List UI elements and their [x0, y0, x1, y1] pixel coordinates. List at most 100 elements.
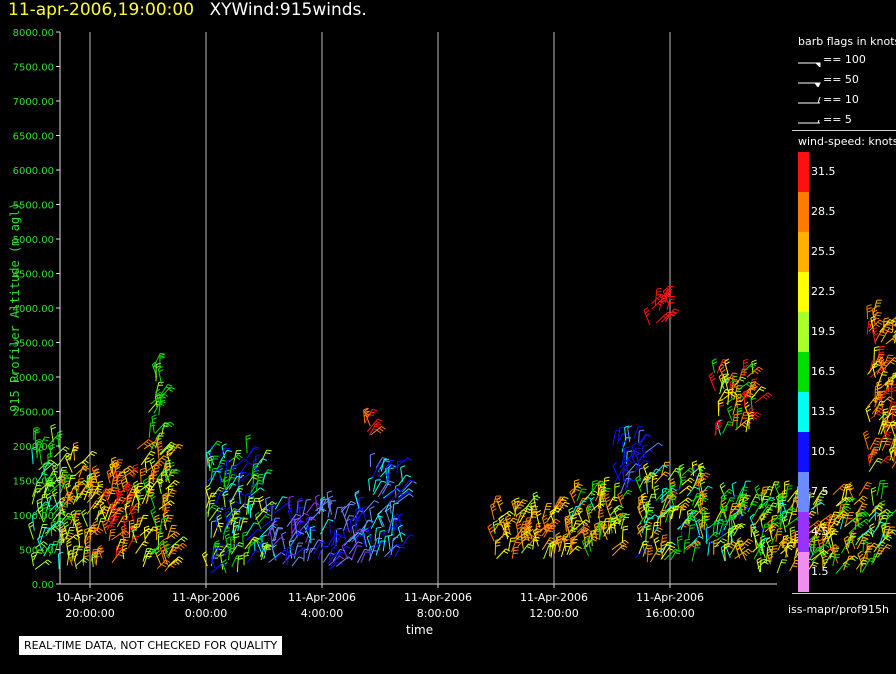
barb-shaft	[643, 310, 651, 326]
barb-flag	[159, 542, 165, 546]
barb-flag	[398, 513, 404, 517]
barb-flag	[162, 492, 168, 496]
barb-flag	[291, 518, 297, 521]
barb-flag	[661, 298, 667, 303]
wind-barb	[645, 500, 651, 518]
barb-flag	[654, 487, 660, 491]
wind-barb	[736, 407, 743, 425]
wind-barb	[66, 550, 75, 566]
barb-flag	[151, 510, 157, 515]
barb-flag	[618, 494, 624, 499]
barb-flag	[871, 544, 877, 549]
barb-flag	[599, 495, 605, 497]
barb-flag	[766, 511, 772, 514]
wind-barb	[637, 433, 651, 446]
barb-flag	[66, 541, 72, 545]
barb-flag	[81, 481, 87, 486]
barb-flag	[106, 488, 112, 491]
barb-flag	[722, 507, 728, 512]
barb-flag	[587, 511, 593, 515]
barb-flag	[712, 533, 718, 538]
barb-flag	[112, 482, 118, 485]
barb-flag	[865, 532, 871, 537]
barb-flag	[33, 426, 39, 430]
barb-flag	[822, 558, 828, 562]
barb-flag	[600, 520, 605, 525]
barb-flag	[153, 548, 159, 551]
barb-shaft	[508, 538, 512, 550]
wind-barb	[306, 538, 315, 554]
wind-barb	[397, 513, 404, 533]
wind-barb	[637, 503, 645, 520]
wind-barb	[281, 531, 287, 550]
wind-barb	[303, 548, 310, 562]
barb-flag	[525, 510, 531, 514]
barb-shaft	[155, 396, 158, 408]
barb-flag	[575, 506, 581, 508]
barb-flag	[122, 547, 128, 551]
barb-flag	[689, 467, 695, 472]
barb-shaft	[344, 504, 350, 517]
wind-barb	[252, 458, 259, 474]
barb-flag	[627, 450, 633, 453]
barb-shaft	[102, 522, 107, 535]
barb-flag	[745, 550, 750, 555]
barb-flag	[225, 447, 231, 450]
barb-flag	[754, 414, 760, 418]
wind-barb	[494, 538, 501, 556]
wind-barb	[161, 421, 175, 430]
barb-shaft	[384, 545, 397, 558]
barb-shaft	[265, 498, 268, 512]
barb-flag	[699, 524, 705, 529]
barb-flag	[119, 533, 125, 538]
barb-flag	[349, 503, 355, 506]
barb-flag	[173, 546, 179, 549]
barb-shaft	[352, 510, 360, 522]
barb-flag	[744, 395, 750, 399]
barb-shaft	[284, 547, 289, 564]
wind-barb	[247, 496, 255, 515]
barb-shaft	[769, 528, 773, 541]
barb-shaft	[369, 508, 373, 524]
wind-barb	[756, 557, 763, 573]
barb-flag	[725, 361, 730, 365]
barb-flag	[150, 421, 156, 424]
barb-shaft	[835, 496, 846, 507]
barb-shaft	[231, 555, 238, 567]
barb-shaft	[329, 522, 331, 535]
barb-flag	[500, 521, 506, 524]
wind-barb	[66, 541, 72, 557]
barb-flag	[226, 459, 232, 462]
barb-flag	[583, 521, 588, 526]
wind-barb	[542, 503, 552, 519]
barb-flag	[703, 506, 709, 511]
wind-barb	[729, 380, 736, 396]
barb-flag	[571, 514, 577, 517]
barb-flag	[598, 524, 604, 527]
barb-flag	[97, 544, 103, 549]
wind-barb	[110, 476, 119, 491]
barb-flag	[65, 482, 71, 486]
barb-shaft	[625, 463, 637, 476]
barb-shaft	[735, 391, 745, 403]
wind-barb	[161, 462, 171, 477]
barb-flag	[645, 433, 651, 437]
wind-barb	[498, 510, 514, 520]
barb-flag	[780, 544, 786, 547]
barb-flag	[646, 528, 652, 531]
barb-flag	[167, 423, 173, 428]
barb-flag	[653, 528, 659, 531]
barb-flag	[692, 460, 698, 464]
barb-shaft	[549, 542, 551, 557]
barb-flag	[886, 544, 892, 547]
barb-flag	[878, 550, 884, 552]
barb-flag	[665, 313, 671, 318]
barb-flag	[666, 544, 672, 547]
barb-flag	[881, 523, 887, 527]
barb-flag	[592, 490, 598, 493]
barb-shaft	[370, 515, 379, 529]
barb-shaft	[859, 528, 871, 539]
wind-barb	[754, 484, 761, 501]
barb-flag	[351, 500, 356, 505]
barb-flag	[82, 468, 87, 472]
